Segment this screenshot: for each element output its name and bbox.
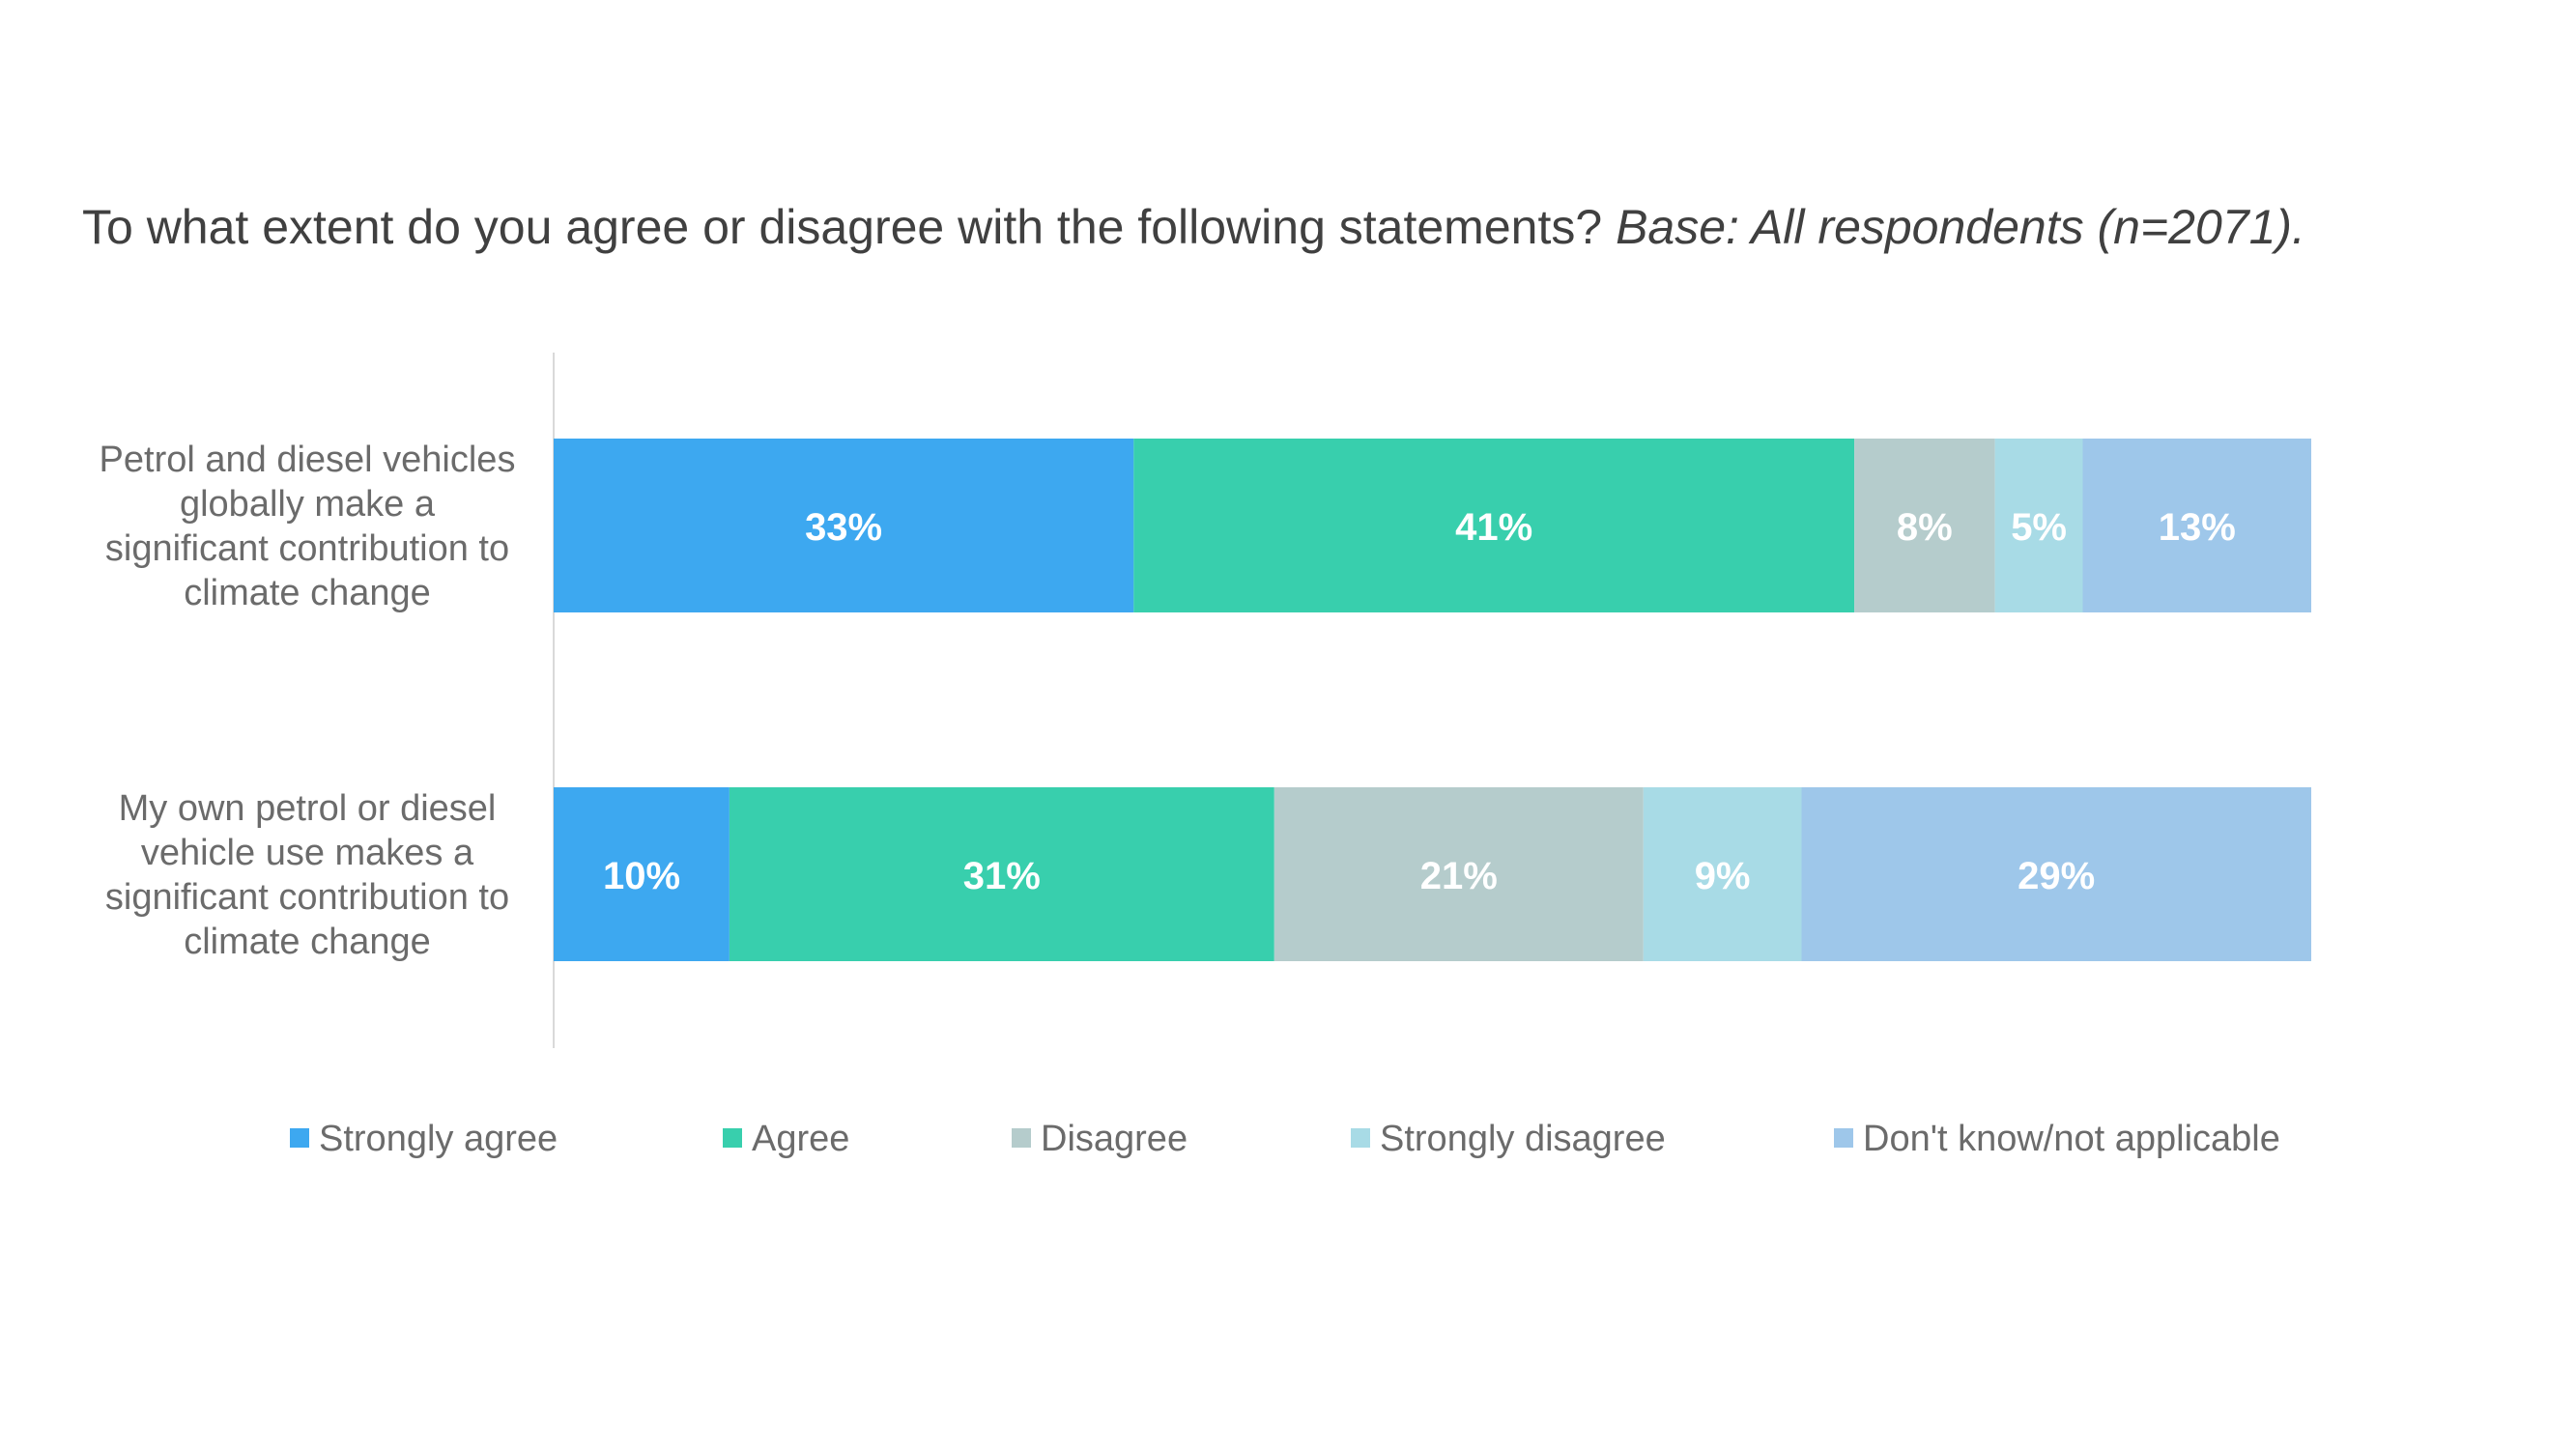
chart-title-base: Base: All respondents (n=2071).: [1616, 200, 2305, 254]
bar-segment: [1994, 439, 2083, 612]
legend-swatch: [723, 1128, 742, 1148]
category-label-line: globally make a: [180, 484, 436, 525]
bar-segment: [1801, 787, 2311, 961]
data-label: 13%: [2159, 506, 2236, 549]
bar-segment: [729, 787, 1274, 961]
legend-swatch: [290, 1128, 309, 1148]
category-label-line: climate change: [184, 922, 431, 962]
bar-segment: [1643, 787, 1802, 961]
bar-segment: [1133, 439, 1855, 612]
legend-label: Strongly disagree: [1380, 1119, 1666, 1159]
legend-label: Don't know/not applicable: [1863, 1119, 2280, 1159]
data-label: 8%: [1897, 506, 1953, 549]
data-label: 5%: [2011, 506, 2067, 549]
data-labels: 33% 41% 8% 5% 13% 10% 31% 21% 9% 29%: [603, 506, 2236, 897]
legend: Strongly agree Agree Disagree Strongly disa…: [290, 1119, 2280, 1159]
data-label: 9%: [1695, 855, 1751, 897]
data-label: 33%: [805, 506, 882, 549]
data-label: 10%: [603, 855, 680, 897]
legend-label: Disagree: [1041, 1119, 1188, 1159]
category-label-line: significant contribution to: [105, 877, 509, 918]
legend-swatch: [1834, 1128, 1853, 1148]
bar-segment: [1274, 787, 1644, 961]
data-label: 41%: [1455, 506, 1532, 549]
category-label: My own petrol or diesel vehicle use makes…: [105, 788, 509, 962]
data-label: 29%: [2018, 855, 2095, 897]
legend-swatch: [1351, 1128, 1370, 1148]
bar-segment: [554, 439, 1134, 612]
bar-segments: [554, 439, 2311, 961]
category-label-line: climate change: [184, 573, 431, 613]
data-label: 21%: [1420, 855, 1498, 897]
chart-title: To what extent do you agree or disagree …: [82, 200, 2305, 254]
category-label-line: My own petrol or diesel: [119, 788, 497, 829]
category-label-line: significant contribution to: [105, 528, 509, 569]
category-label-line: Petrol and diesel vehicles: [100, 440, 516, 480]
bar-segment: [2082, 439, 2311, 612]
category-label: Petrol and diesel vehicles globally make …: [100, 440, 516, 613]
bar-segment: [1854, 439, 1995, 612]
category-labels: Petrol and diesel vehicles globally make …: [100, 440, 516, 962]
legend-label: Strongly agree: [319, 1119, 558, 1159]
bar-segment: [554, 787, 730, 961]
category-label-line: vehicle use makes a: [141, 833, 474, 873]
legend-label: Agree: [752, 1119, 849, 1159]
chart-title-main: To what extent do you agree or disagree …: [82, 200, 1602, 254]
data-label: 31%: [963, 855, 1041, 897]
legend-swatch: [1012, 1128, 1031, 1148]
